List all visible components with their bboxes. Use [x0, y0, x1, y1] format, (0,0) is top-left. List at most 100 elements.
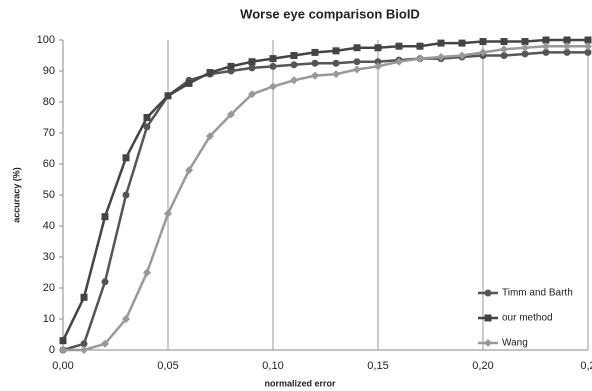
marker	[563, 42, 571, 51]
marker	[80, 340, 88, 348]
x-tick-label: 0,10	[262, 360, 283, 372]
marker	[500, 52, 508, 59]
y-axis-title: accuracy (%)	[11, 167, 21, 223]
legend-marker	[484, 339, 492, 347]
legend: Timm and Barth our method Wang	[478, 288, 573, 349]
y-tick-label: 80	[43, 96, 55, 108]
x-tick-label: 0,05	[157, 360, 178, 372]
marker	[59, 337, 67, 345]
marker	[353, 58, 361, 66]
x-tick-label: 0,00	[52, 360, 73, 372]
marker	[584, 48, 592, 56]
series	[59, 42, 592, 354]
marker	[584, 42, 592, 51]
marker	[353, 65, 361, 74]
marker	[542, 48, 550, 56]
marker	[248, 58, 256, 66]
legend-marker	[484, 314, 492, 322]
marker	[143, 123, 151, 131]
marker	[479, 38, 487, 46]
marker	[542, 42, 550, 51]
y-tick-label: 0	[49, 344, 55, 356]
marker	[416, 54, 424, 63]
marker	[563, 36, 571, 44]
marker	[500, 45, 508, 54]
marker	[521, 43, 529, 52]
marker	[479, 48, 487, 57]
series	[59, 48, 592, 354]
marker	[500, 38, 508, 46]
marker	[185, 79, 193, 87]
marker	[80, 293, 88, 301]
marker	[122, 315, 130, 323]
marker	[374, 62, 382, 71]
marker	[290, 76, 298, 85]
x-tick-label: 0,20	[472, 360, 493, 372]
marker	[332, 47, 340, 55]
x-tick-label: 0,15	[367, 360, 388, 372]
line	[63, 44, 588, 352]
marker	[374, 44, 382, 52]
y-tick-label: 30	[43, 251, 55, 263]
marker	[458, 39, 466, 47]
marker	[290, 61, 298, 69]
marker	[521, 50, 529, 58]
y-tick-label: 40	[43, 220, 55, 232]
marker	[458, 51, 466, 60]
marker	[122, 154, 130, 162]
marker	[248, 64, 256, 72]
legend-label: Timm and Barth	[502, 288, 573, 299]
marker	[311, 59, 319, 67]
y-tick-label: 90	[43, 65, 55, 77]
marker	[206, 69, 214, 77]
marker	[227, 110, 235, 119]
marker	[164, 92, 172, 100]
marker	[437, 39, 445, 47]
legend-label: Wang	[502, 338, 528, 349]
line	[62, 51, 588, 352]
marker	[227, 62, 235, 70]
marker	[269, 82, 277, 91]
marker	[311, 48, 319, 56]
marker	[143, 268, 151, 277]
marker	[353, 44, 361, 52]
marker	[374, 58, 382, 66]
marker	[542, 36, 550, 44]
marker	[143, 114, 151, 121]
y-tick-label: 100	[37, 34, 55, 46]
marker	[332, 70, 340, 79]
marker	[59, 346, 67, 354]
legend-label: our method	[502, 313, 553, 324]
marker	[248, 90, 256, 99]
marker	[332, 59, 340, 67]
marker	[290, 52, 298, 59]
marker	[563, 48, 571, 56]
marker	[269, 62, 277, 70]
x-axis-title: normalized error	[264, 378, 336, 388]
chart-title: Worse eye comparison BioID	[240, 6, 420, 21]
x-tick-label: 0,2	[580, 360, 592, 372]
y-tick-label: 20	[43, 282, 55, 294]
y-tick-label: 60	[43, 158, 55, 170]
marker	[437, 53, 445, 62]
marker	[101, 213, 109, 221]
y-tick-label: 70	[43, 127, 55, 139]
legend-marker	[484, 289, 492, 297]
marker	[80, 346, 88, 354]
y-tick-label: 10	[43, 313, 55, 325]
marker	[101, 278, 109, 286]
marker	[185, 166, 193, 175]
y-tick-label: 50	[43, 189, 55, 201]
marker	[416, 42, 424, 50]
marker	[584, 36, 592, 44]
marker	[395, 57, 403, 66]
marker	[521, 38, 529, 46]
marker	[101, 339, 109, 348]
marker	[164, 209, 172, 218]
marker	[311, 71, 319, 80]
marker	[122, 191, 130, 199]
series	[59, 36, 592, 345]
marker	[269, 55, 277, 63]
marker	[206, 132, 214, 141]
